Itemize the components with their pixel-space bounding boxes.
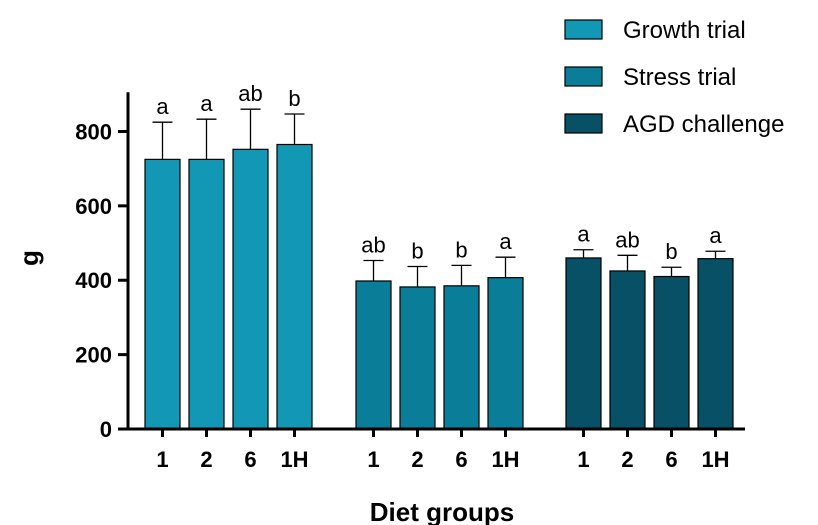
x-axis-title: Diet groups bbox=[370, 497, 514, 525]
bar-growth-trial-2 bbox=[188, 158, 225, 430]
bar-agd-challenge-2 bbox=[609, 270, 646, 430]
bar-growth-trial-1 bbox=[144, 158, 181, 430]
bar-agd-challenge-1h bbox=[697, 258, 734, 430]
x-tick-label: 1 bbox=[577, 447, 589, 472]
bar-stress-trial-6 bbox=[443, 285, 480, 430]
y-tick-label: 200 bbox=[75, 343, 112, 368]
legend-swatch bbox=[564, 66, 603, 87]
error-bars bbox=[152, 108, 726, 287]
x-tick-label: 2 bbox=[621, 447, 633, 472]
legend-swatch bbox=[564, 19, 603, 40]
legend-swatch bbox=[564, 113, 603, 134]
x-tick-label: 6 bbox=[455, 447, 467, 472]
bar-agd-challenge-6 bbox=[653, 275, 690, 430]
y-axis-title: g bbox=[14, 250, 44, 266]
significance-label: a bbox=[499, 229, 512, 254]
x-tick-label: 1H bbox=[491, 447, 519, 472]
legend-label: Growth trial bbox=[623, 17, 746, 44]
x-axis: 1 2 6 1H 1 2 6 1H 1 2 6 1H bbox=[127, 427, 745, 472]
x-tick-label: 2 bbox=[200, 447, 212, 472]
significance-label: b bbox=[288, 86, 300, 111]
significance-label: b bbox=[455, 237, 467, 262]
x-tick-label: 1H bbox=[701, 447, 729, 472]
significance-label: a bbox=[577, 222, 590, 247]
significance-label: ab bbox=[361, 233, 385, 258]
y-tick-label: 800 bbox=[75, 119, 112, 144]
bar-agd-challenge-1 bbox=[565, 257, 602, 430]
x-tick-label: 1 bbox=[367, 447, 379, 472]
x-tick-label: 6 bbox=[244, 447, 256, 472]
x-tick-label: 2 bbox=[411, 447, 423, 472]
y-tick-label: 600 bbox=[75, 194, 112, 219]
y-tick-label: 0 bbox=[100, 417, 112, 442]
legend-label: Stress trial bbox=[623, 64, 736, 91]
significance-label: b bbox=[665, 239, 677, 264]
bar-stress-trial-1h bbox=[487, 277, 524, 430]
significance-label: a bbox=[200, 91, 213, 116]
bars bbox=[144, 143, 734, 430]
bar-growth-trial-6 bbox=[232, 148, 269, 430]
x-tick-label: 6 bbox=[665, 447, 677, 472]
significance-label: ab bbox=[615, 227, 639, 252]
y-axis: 0 200 400 600 800 bbox=[75, 92, 130, 442]
x-tick-label: 1 bbox=[156, 447, 168, 472]
significance-labels: a a ab bab b b a a ab ba bbox=[156, 81, 722, 264]
x-tick-label: 1H bbox=[280, 447, 308, 472]
y-tick-label: 400 bbox=[75, 268, 112, 293]
bar-stress-trial-2 bbox=[399, 286, 436, 430]
significance-label: a bbox=[709, 223, 722, 248]
significance-label: ab bbox=[238, 81, 262, 106]
legend-label: AGD challenge bbox=[623, 111, 784, 138]
significance-label: a bbox=[156, 94, 169, 119]
significance-label: b bbox=[411, 238, 423, 263]
legend: Growth trial Stress trial AGD challenge bbox=[564, 17, 784, 138]
bar-stress-trial-1 bbox=[355, 280, 392, 430]
bar-growth-trial-1h bbox=[276, 143, 313, 430]
